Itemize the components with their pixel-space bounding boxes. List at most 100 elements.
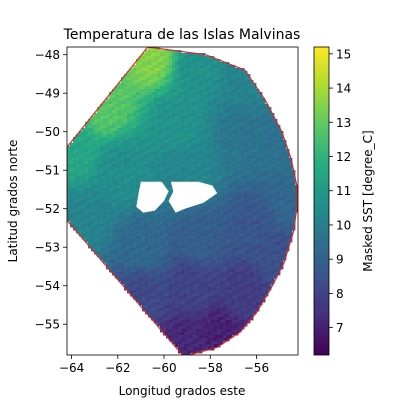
heat-cell bbox=[184, 218, 188, 222]
heat-cell bbox=[232, 125, 236, 129]
heat-cell bbox=[76, 203, 80, 207]
heat-cell bbox=[160, 161, 164, 165]
heat-cell bbox=[67, 173, 71, 177]
heat-cell bbox=[196, 176, 200, 180]
heat-cell bbox=[181, 284, 185, 288]
heat-cell bbox=[256, 146, 260, 150]
heat-cell bbox=[94, 224, 98, 228]
heat-cell bbox=[118, 83, 122, 87]
heat-cell bbox=[196, 68, 200, 72]
heat-cell bbox=[85, 131, 89, 135]
heat-cell bbox=[178, 137, 182, 141]
heat-cell bbox=[190, 284, 194, 288]
heat-cell bbox=[127, 146, 131, 150]
heat-cell bbox=[247, 122, 251, 126]
heat-cell bbox=[166, 260, 170, 264]
heat-cell bbox=[265, 236, 269, 240]
heat-cell bbox=[151, 254, 155, 258]
heat-cell bbox=[181, 143, 185, 147]
heat-cell bbox=[214, 77, 218, 81]
heat-cell bbox=[85, 173, 89, 177]
heat-cell bbox=[172, 119, 176, 123]
heat-cell bbox=[202, 221, 206, 225]
heat-cell bbox=[235, 152, 239, 156]
heat-cell bbox=[124, 107, 128, 111]
heat-cell bbox=[187, 104, 191, 108]
heat-cell bbox=[265, 137, 269, 141]
heat-cell bbox=[277, 221, 281, 225]
heat-cell bbox=[244, 101, 248, 105]
heat-cell bbox=[205, 179, 209, 183]
heat-cell bbox=[217, 101, 221, 105]
heat-cell bbox=[214, 272, 218, 276]
heat-cell bbox=[166, 59, 170, 63]
heat-cell bbox=[238, 104, 242, 108]
heat-cell bbox=[181, 101, 185, 105]
heat-cell bbox=[112, 263, 116, 267]
heat-cell bbox=[214, 152, 218, 156]
heat-cell bbox=[208, 236, 212, 240]
heat-cell bbox=[211, 152, 215, 156]
heat-cell bbox=[277, 233, 281, 237]
heat-cell bbox=[151, 236, 155, 240]
heat-cell bbox=[190, 230, 194, 234]
heat-cell bbox=[181, 119, 185, 123]
heat-cell bbox=[202, 74, 206, 78]
heat-cell bbox=[151, 134, 155, 138]
heat-cell bbox=[190, 275, 194, 279]
heat-cell bbox=[199, 242, 203, 246]
heat-cell bbox=[277, 227, 281, 231]
heat-cell bbox=[82, 152, 86, 156]
heat-cell bbox=[88, 209, 92, 213]
heat-cell bbox=[142, 149, 146, 153]
heat-cell bbox=[181, 80, 185, 84]
heat-cell bbox=[196, 125, 200, 129]
heat-cell bbox=[205, 239, 209, 243]
heat-cell bbox=[133, 107, 137, 111]
heat-cell bbox=[202, 170, 206, 174]
heat-cell bbox=[82, 197, 86, 201]
heat-cell bbox=[253, 182, 257, 186]
heat-cell bbox=[73, 143, 77, 147]
heat-cell bbox=[196, 239, 200, 243]
heat-cell bbox=[112, 98, 116, 102]
heat-cell bbox=[91, 125, 95, 129]
heat-cell bbox=[133, 68, 137, 72]
heat-cell bbox=[151, 71, 155, 75]
heat-cell bbox=[169, 107, 173, 111]
heat-cell bbox=[190, 281, 194, 285]
heat-cell bbox=[97, 185, 101, 189]
heat-cell bbox=[229, 263, 233, 267]
heat-cell bbox=[172, 89, 176, 93]
heat-cell bbox=[151, 227, 155, 231]
heat-cell bbox=[289, 191, 293, 195]
heat-cell bbox=[232, 161, 236, 165]
heat-cell bbox=[130, 233, 134, 237]
heat-cell bbox=[238, 269, 242, 273]
heat-cell bbox=[250, 284, 254, 288]
heat-cell bbox=[265, 275, 269, 279]
heat-cell bbox=[241, 83, 245, 87]
heat-cell bbox=[169, 110, 173, 114]
heat-cell bbox=[109, 95, 113, 99]
heat-cell bbox=[217, 188, 221, 192]
heat-cell bbox=[262, 113, 266, 117]
heat-cell bbox=[211, 119, 215, 123]
heat-cell bbox=[214, 167, 218, 171]
heat-cell bbox=[124, 254, 128, 258]
heat-cell bbox=[133, 179, 137, 183]
heat-cell bbox=[256, 218, 260, 222]
heat-cell bbox=[199, 134, 203, 138]
heat-cell bbox=[232, 236, 236, 240]
heat-cell bbox=[169, 164, 173, 168]
heat-cell bbox=[151, 119, 155, 123]
heat-cell bbox=[229, 209, 233, 213]
heat-cell bbox=[121, 230, 125, 234]
heat-cell bbox=[232, 182, 236, 186]
heat-cell bbox=[232, 143, 236, 147]
heat-cell bbox=[253, 158, 257, 162]
heat-cell bbox=[271, 245, 275, 249]
heat-cell bbox=[277, 155, 281, 159]
heat-cell bbox=[271, 158, 275, 162]
heat-cell bbox=[187, 68, 191, 72]
